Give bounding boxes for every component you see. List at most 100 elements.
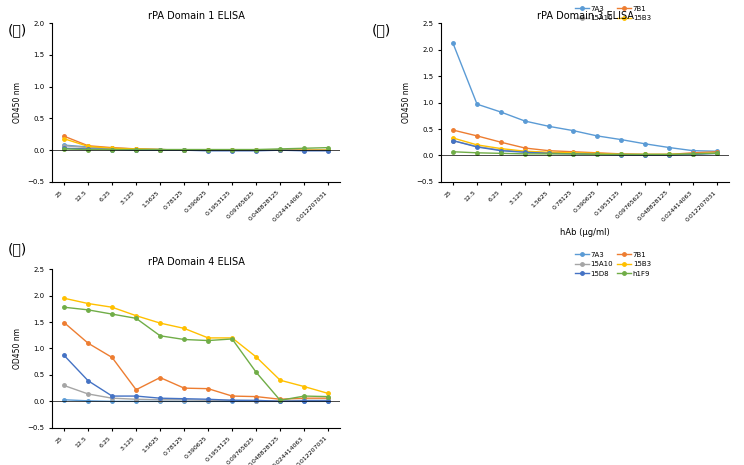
7A3 [300, 147, 309, 153]
7A3 [251, 399, 260, 404]
7B1 [664, 152, 673, 157]
15B3 [521, 148, 530, 154]
h1F9 [568, 151, 577, 157]
7A3 [204, 399, 213, 404]
15B3 [449, 135, 458, 141]
15D8 [300, 398, 309, 404]
15B3 [472, 142, 481, 148]
15A10 [251, 147, 260, 153]
h1F9 [83, 307, 92, 312]
15D8 [617, 152, 626, 158]
15B3 [108, 305, 117, 310]
15A10 [449, 138, 458, 143]
15A10 [251, 398, 260, 404]
15A10 [324, 398, 333, 403]
15B3 [713, 150, 722, 156]
15B3 [204, 147, 213, 153]
7A3 [108, 399, 117, 404]
15B3 [276, 147, 285, 153]
7B1 [689, 150, 698, 156]
15D8 [545, 151, 554, 156]
h1F9 [132, 316, 141, 321]
15A10 [179, 147, 188, 153]
15D8 [228, 398, 237, 403]
Y-axis label: OD450 nm: OD450 nm [13, 328, 22, 369]
7A3 [155, 399, 164, 404]
15A10 [300, 398, 309, 403]
15A10 [568, 151, 577, 156]
7B1 [108, 145, 117, 150]
15D8 [472, 144, 481, 150]
15A10 [324, 147, 333, 153]
7B1 [300, 147, 309, 153]
15D8 [496, 148, 505, 153]
7A3 [60, 397, 68, 403]
h1F9 [276, 146, 285, 152]
Line: h1F9: h1F9 [62, 306, 330, 402]
h1F9 [664, 152, 673, 157]
15D8 [179, 147, 188, 153]
15A10 [300, 147, 309, 153]
7A3 [228, 399, 237, 404]
7A3 [593, 133, 602, 139]
Line: 15B3: 15B3 [452, 136, 719, 156]
15D8 [251, 398, 260, 403]
15D8 [568, 151, 577, 157]
15D8 [83, 146, 92, 152]
15B3 [179, 147, 188, 153]
7B1 [324, 395, 333, 401]
7B1 [228, 393, 237, 399]
h1F9 [108, 311, 117, 317]
Y-axis label: OD450 nm: OD450 nm [13, 82, 22, 123]
h1F9 [60, 146, 68, 152]
15A10 [496, 147, 505, 153]
7A3 [617, 137, 626, 142]
7A3 [276, 147, 285, 153]
Line: 7B1: 7B1 [452, 128, 719, 156]
15D8 [60, 352, 68, 358]
7A3 [60, 142, 68, 148]
7B1 [449, 127, 458, 133]
Title: rPA Domain 3 ELISA: rPA Domain 3 ELISA [536, 11, 633, 21]
7A3 [204, 147, 213, 153]
7A3 [132, 399, 141, 404]
Text: (나): (나) [372, 23, 391, 37]
7A3 [276, 399, 285, 404]
15D8 [60, 146, 68, 151]
Line: h1F9: h1F9 [452, 150, 719, 156]
15D8 [593, 152, 602, 157]
15B3 [83, 301, 92, 306]
X-axis label: hAb (μg/ml): hAb (μg/ml) [560, 228, 610, 237]
15B3 [593, 151, 602, 156]
15D8 [641, 152, 650, 158]
h1F9 [204, 147, 213, 153]
Legend: 7A3, 15A10, 15D8, 7B1, 15B3, h1F9: 7A3, 15A10, 15D8, 7B1, 15B3, h1F9 [572, 249, 654, 279]
h1F9 [204, 338, 213, 343]
15D8 [713, 151, 722, 156]
15A10 [276, 398, 285, 404]
7A3 [713, 148, 722, 154]
7A3 [83, 398, 92, 404]
7A3 [496, 109, 505, 115]
15A10 [155, 397, 164, 403]
Line: 15D8: 15D8 [62, 146, 330, 153]
h1F9 [545, 151, 554, 157]
7B1 [545, 148, 554, 153]
15D8 [521, 149, 530, 155]
15B3 [568, 150, 577, 156]
7A3 [251, 147, 260, 153]
15D8 [300, 148, 309, 153]
h1F9 [713, 151, 722, 156]
h1F9 [449, 149, 458, 154]
15B3 [228, 147, 237, 153]
7B1 [204, 147, 213, 153]
15B3 [108, 146, 117, 151]
15D8 [324, 398, 333, 404]
15D8 [324, 148, 333, 153]
h1F9 [276, 398, 285, 403]
7A3 [449, 40, 458, 46]
7A3 [689, 148, 698, 153]
15B3 [496, 146, 505, 152]
15A10 [132, 397, 141, 402]
Line: 15A10: 15A10 [62, 144, 330, 152]
